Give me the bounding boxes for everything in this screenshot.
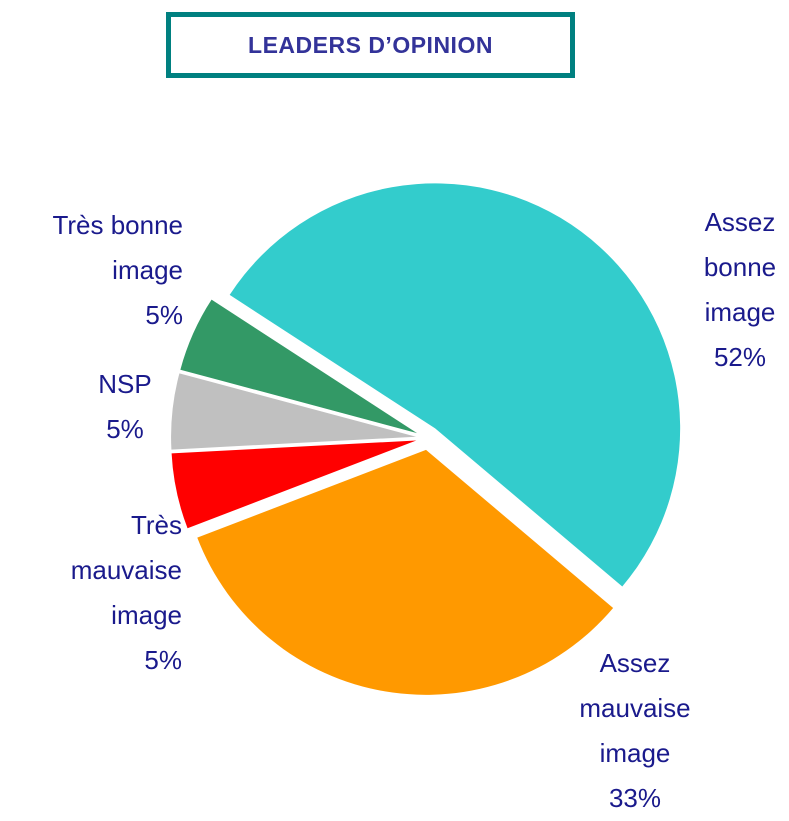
value-label: 33% <box>608 783 662 813</box>
category-label: Très bonne image <box>52 210 183 285</box>
value-label: 5% <box>106 414 144 444</box>
pie-slice <box>171 373 417 450</box>
slice-label: Très mauvaise image 5% <box>62 503 182 683</box>
chart-title: LEADERS D’OPINION <box>166 12 575 78</box>
slice-label: NSP 5% <box>70 362 180 452</box>
category-label: Assez mauvaise image <box>579 648 691 768</box>
slice-label: Assez mauvaise image 33% <box>570 641 700 821</box>
category-label: Très mauvaise image <box>70 510 182 630</box>
category-label: Assez bonne image <box>703 207 777 327</box>
pie-slice <box>171 440 417 529</box>
pie-slice <box>197 449 614 695</box>
slice-label: Très bonne image 5% <box>10 203 183 338</box>
slice-label: Assez bonne image 52% <box>690 200 789 380</box>
category-label: NSP <box>98 369 152 399</box>
value-label: 52% <box>713 342 767 372</box>
value-label: 5% <box>144 645 182 675</box>
value-label: 5% <box>145 300 183 330</box>
pie-slice <box>229 183 681 587</box>
pie-slice <box>180 299 418 434</box>
